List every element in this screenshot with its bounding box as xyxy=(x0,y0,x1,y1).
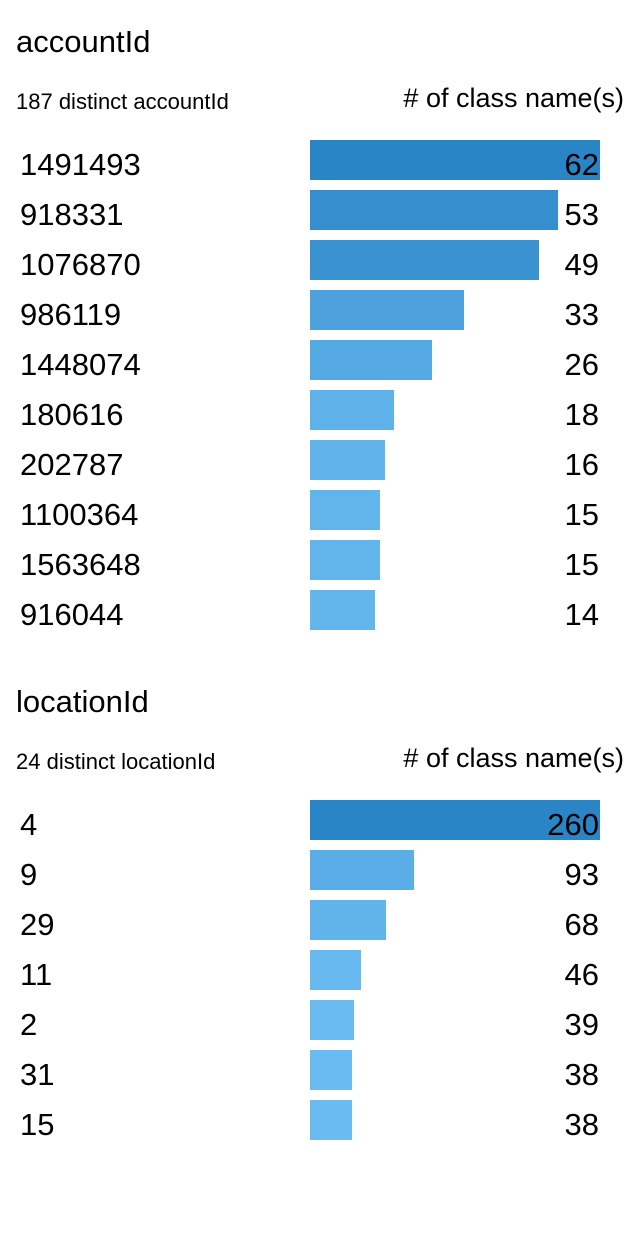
bar xyxy=(310,140,600,180)
category-label: 918331 xyxy=(20,197,124,232)
value-label: 46 xyxy=(564,957,599,992)
category-label: 15 xyxy=(20,1107,55,1142)
category-label: 1491493 xyxy=(20,147,141,182)
bar-row[interactable]: 986119 33 xyxy=(0,290,640,340)
bar-row[interactable]: 29 68 xyxy=(0,900,640,950)
bar xyxy=(310,590,375,630)
bar xyxy=(310,240,539,280)
value-label: 38 xyxy=(564,1107,599,1142)
bar xyxy=(310,850,414,890)
value-label: 33 xyxy=(564,297,599,332)
category-label: 11 xyxy=(20,957,53,992)
value-label: 39 xyxy=(564,1007,599,1042)
category-label: 986119 xyxy=(20,297,122,332)
bar-row[interactable]: 1563648 15 xyxy=(0,540,640,590)
bar xyxy=(310,390,394,430)
category-label: 180616 xyxy=(20,397,124,432)
value-label: 260 xyxy=(547,807,599,842)
category-label: 202787 xyxy=(20,447,124,482)
value-label: 68 xyxy=(564,907,599,942)
bar-row[interactable]: 1491493 62 xyxy=(0,140,640,190)
value-label: 62 xyxy=(564,147,599,182)
bar-row[interactable]: 1100364 15 xyxy=(0,490,640,540)
category-label: 1076870 xyxy=(20,247,141,282)
bar-row[interactable]: 31 38 xyxy=(0,1050,640,1100)
bar xyxy=(310,540,380,580)
bar xyxy=(310,900,386,940)
section-title: locationId xyxy=(16,684,149,719)
value-label: 53 xyxy=(564,197,599,232)
bar-row[interactable]: 1076870 49 xyxy=(0,240,640,290)
bar xyxy=(310,290,464,330)
category-label: 1563648 xyxy=(20,547,141,582)
bar xyxy=(310,440,385,480)
bar xyxy=(310,950,361,990)
section-title: accountId xyxy=(16,24,151,59)
value-label: 38 xyxy=(564,1057,599,1092)
category-label: 9 xyxy=(20,857,38,892)
bar-row[interactable]: 4 260 xyxy=(0,800,640,850)
bar-row[interactable]: 918331 53 xyxy=(0,190,640,240)
column-header: # of class name(s) xyxy=(403,83,624,113)
distinct-count-label: 187 distinct accountId xyxy=(16,89,229,114)
category-label: 29 xyxy=(20,907,55,942)
value-label: 18 xyxy=(564,397,599,432)
bar xyxy=(310,1100,352,1140)
chart-section-locationid: locationId 24 distinct locationId # of cla… xyxy=(0,660,640,1260)
bar xyxy=(310,1000,354,1040)
distinct-count-label: 24 distinct locationId xyxy=(16,749,216,774)
bar-row[interactable]: 2 39 xyxy=(0,1000,640,1050)
bar xyxy=(310,490,380,530)
bar-row[interactable]: 202787 16 xyxy=(0,440,640,490)
bar xyxy=(310,800,600,840)
bar xyxy=(310,190,558,230)
bar-row[interactable]: 180616 18 xyxy=(0,390,640,440)
category-label: 4 xyxy=(20,807,38,842)
value-label: 26 xyxy=(564,347,599,382)
column-header: # of class name(s) xyxy=(403,743,624,773)
value-label: 49 xyxy=(564,247,599,282)
value-label: 15 xyxy=(564,497,599,532)
bar-row[interactable]: 15 38 xyxy=(0,1100,640,1150)
bar-row[interactable]: 9 93 xyxy=(0,850,640,900)
category-label: 916044 xyxy=(20,597,124,632)
category-label: 31 xyxy=(20,1057,55,1092)
value-label: 14 xyxy=(564,597,599,632)
category-label: 2 xyxy=(20,1007,38,1042)
category-label: 1448074 xyxy=(20,347,141,382)
category-label: 1100364 xyxy=(20,497,139,532)
bar xyxy=(310,1050,352,1090)
bar-row[interactable]: 1448074 26 xyxy=(0,340,640,390)
value-label: 16 xyxy=(564,447,599,482)
chart-section-accountid: accountId 187 distinct accountId # of clas… xyxy=(0,0,640,632)
bar-row[interactable]: 11 46 xyxy=(0,950,640,1000)
value-label: 93 xyxy=(564,857,599,892)
bar-row[interactable]: 916044 14 xyxy=(0,590,640,640)
value-label: 15 xyxy=(564,547,599,582)
bar xyxy=(310,340,432,380)
